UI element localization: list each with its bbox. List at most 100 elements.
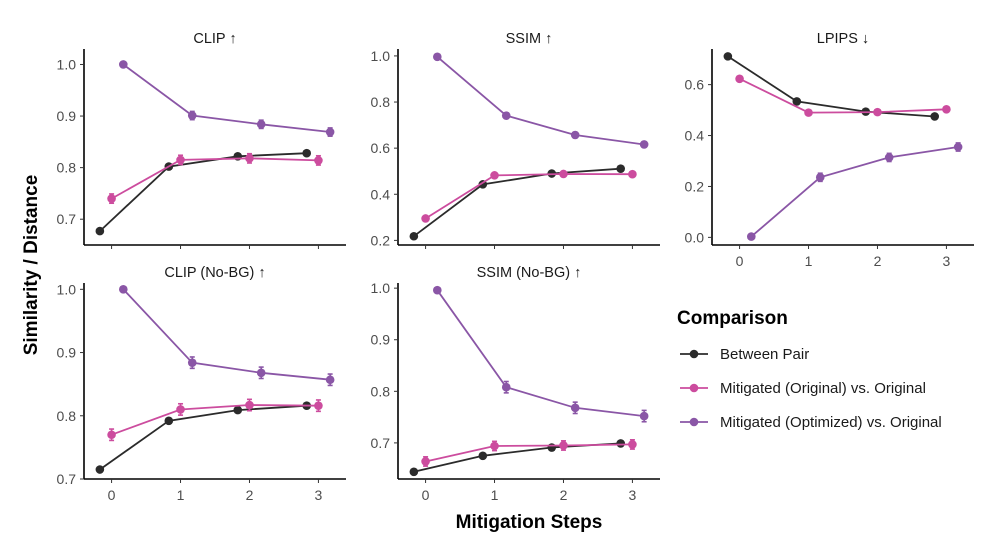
y-tick-label: 0.4 [371,186,391,202]
data-point [884,153,894,162]
y-tick-label: 0.6 [685,77,705,93]
data-point [409,467,419,477]
x-tick-label: 3 [943,253,951,269]
data-point [256,368,266,378]
series-line [122,63,331,133]
series-mitigated-optimized-vs-original [747,142,963,241]
panel-title: SSIM ↑ [506,31,553,47]
data-point [570,403,580,413]
y-tick-label: 1.0 [371,280,391,296]
data-point [490,171,499,180]
data-point [314,156,323,165]
x-tick-label: 1 [805,253,813,269]
data-point [490,441,499,451]
panel-title: LPIPS ↓ [817,31,869,47]
panel-title: CLIP (No-BG) ↑ [164,265,265,281]
series-line [111,404,319,436]
series-between-pair [95,401,312,474]
data-point [302,148,312,158]
data-point [559,169,568,179]
x-tick-label: 3 [629,487,637,503]
series-mitigated-original-vs-original [107,152,323,205]
data-point [792,97,802,106]
series-line [425,173,633,220]
series-between-pair [95,148,312,236]
data-point [119,60,128,69]
legend-label: Mitigated (Optimized) vs. Original [720,414,942,431]
panels: CLIP ↑ 0.7 0.8 0.9 1.0 SSIM ↑ 0.2 0.4 0.6 0.8 1.0 L… [57,31,974,503]
x-tick-label: 1 [491,487,499,503]
series-line [425,443,633,463]
data-point [95,465,105,474]
y-tick-label: 0.8 [371,383,391,399]
series-line [436,289,645,417]
y-tick-label: 0.2 [371,232,391,248]
data-point [421,457,430,466]
y-tick-label: 0.7 [57,211,77,227]
data-point [628,169,637,179]
legend-item-mitigated-original-vs-original: Mitigated (Original) vs. Original [680,380,926,397]
series-line [111,157,319,200]
data-point [245,400,254,410]
data-point [164,416,174,426]
data-point [501,382,511,392]
data-point [639,411,649,421]
data-point [256,120,266,129]
data-point [187,111,197,120]
y-tick-label: 0.8 [371,94,391,110]
panel-ssim: SSIM ↑ 0.2 0.4 0.6 0.8 1.0 [371,31,660,249]
data-point [804,108,813,117]
data-point [433,52,442,62]
legend-title: Comparison [677,308,788,329]
series-line [413,167,621,237]
legend-item-mitigated-optimized-vs-original: Mitigated (Optimized) vs. Original [680,414,942,431]
data-point [314,401,323,410]
series-line [122,288,331,381]
data-point [616,439,625,448]
y-tick-label: 0.8 [57,160,77,176]
data-point [409,231,419,241]
panel-lpips: LPIPS ↓ 0.0 0.2 0.4 0.6 0 1 2 3 [685,31,974,269]
data-point [639,140,649,149]
data-point [815,172,825,182]
x-tick-label: 0 [736,253,744,269]
series-mitigated-optimized-vs-original [119,285,335,387]
data-point [616,164,625,173]
data-point [559,441,568,450]
x-tick-label: 2 [560,487,568,503]
data-point [95,226,105,236]
y-tick-label: 0.2 [685,178,705,194]
data-point [953,142,963,152]
series-mitigated-optimized-vs-original [433,285,649,423]
data-point [107,194,116,203]
x-tick-label: 2 [874,253,882,269]
y-tick-label: 0.0 [685,229,705,245]
panel-ssim-nobg: SSIM (No-BG) ↑ 0.7 0.8 0.9 1.0 0 1 2 3 [371,265,660,503]
y-tick-label: 1.0 [57,281,77,297]
legend-swatch-point [689,349,699,359]
data-point [628,440,637,449]
series-mitigated-optimized-vs-original [433,52,649,149]
data-point [245,154,254,163]
data-point [421,214,430,223]
legend-swatch-point [689,417,699,427]
y-tick-label: 0.9 [371,332,391,348]
legend-item-between-pair: Between Pair [680,346,809,363]
x-axis-title: Mitigation Steps [456,512,603,533]
data-point [107,430,116,440]
data-point [570,130,580,140]
data-point [723,52,733,61]
data-point [873,107,882,117]
y-tick-label: 0.6 [371,140,391,156]
panel-title: CLIP ↑ [193,31,236,47]
y-tick-label: 0.9 [57,345,77,361]
data-point [930,112,939,121]
y-tick-label: 0.7 [57,471,77,487]
series-line [99,404,307,471]
series-line [739,77,947,114]
data-point [325,375,335,385]
series-line [750,146,959,238]
data-point [176,155,185,165]
x-tick-label: 1 [177,487,185,503]
data-point [325,127,335,137]
